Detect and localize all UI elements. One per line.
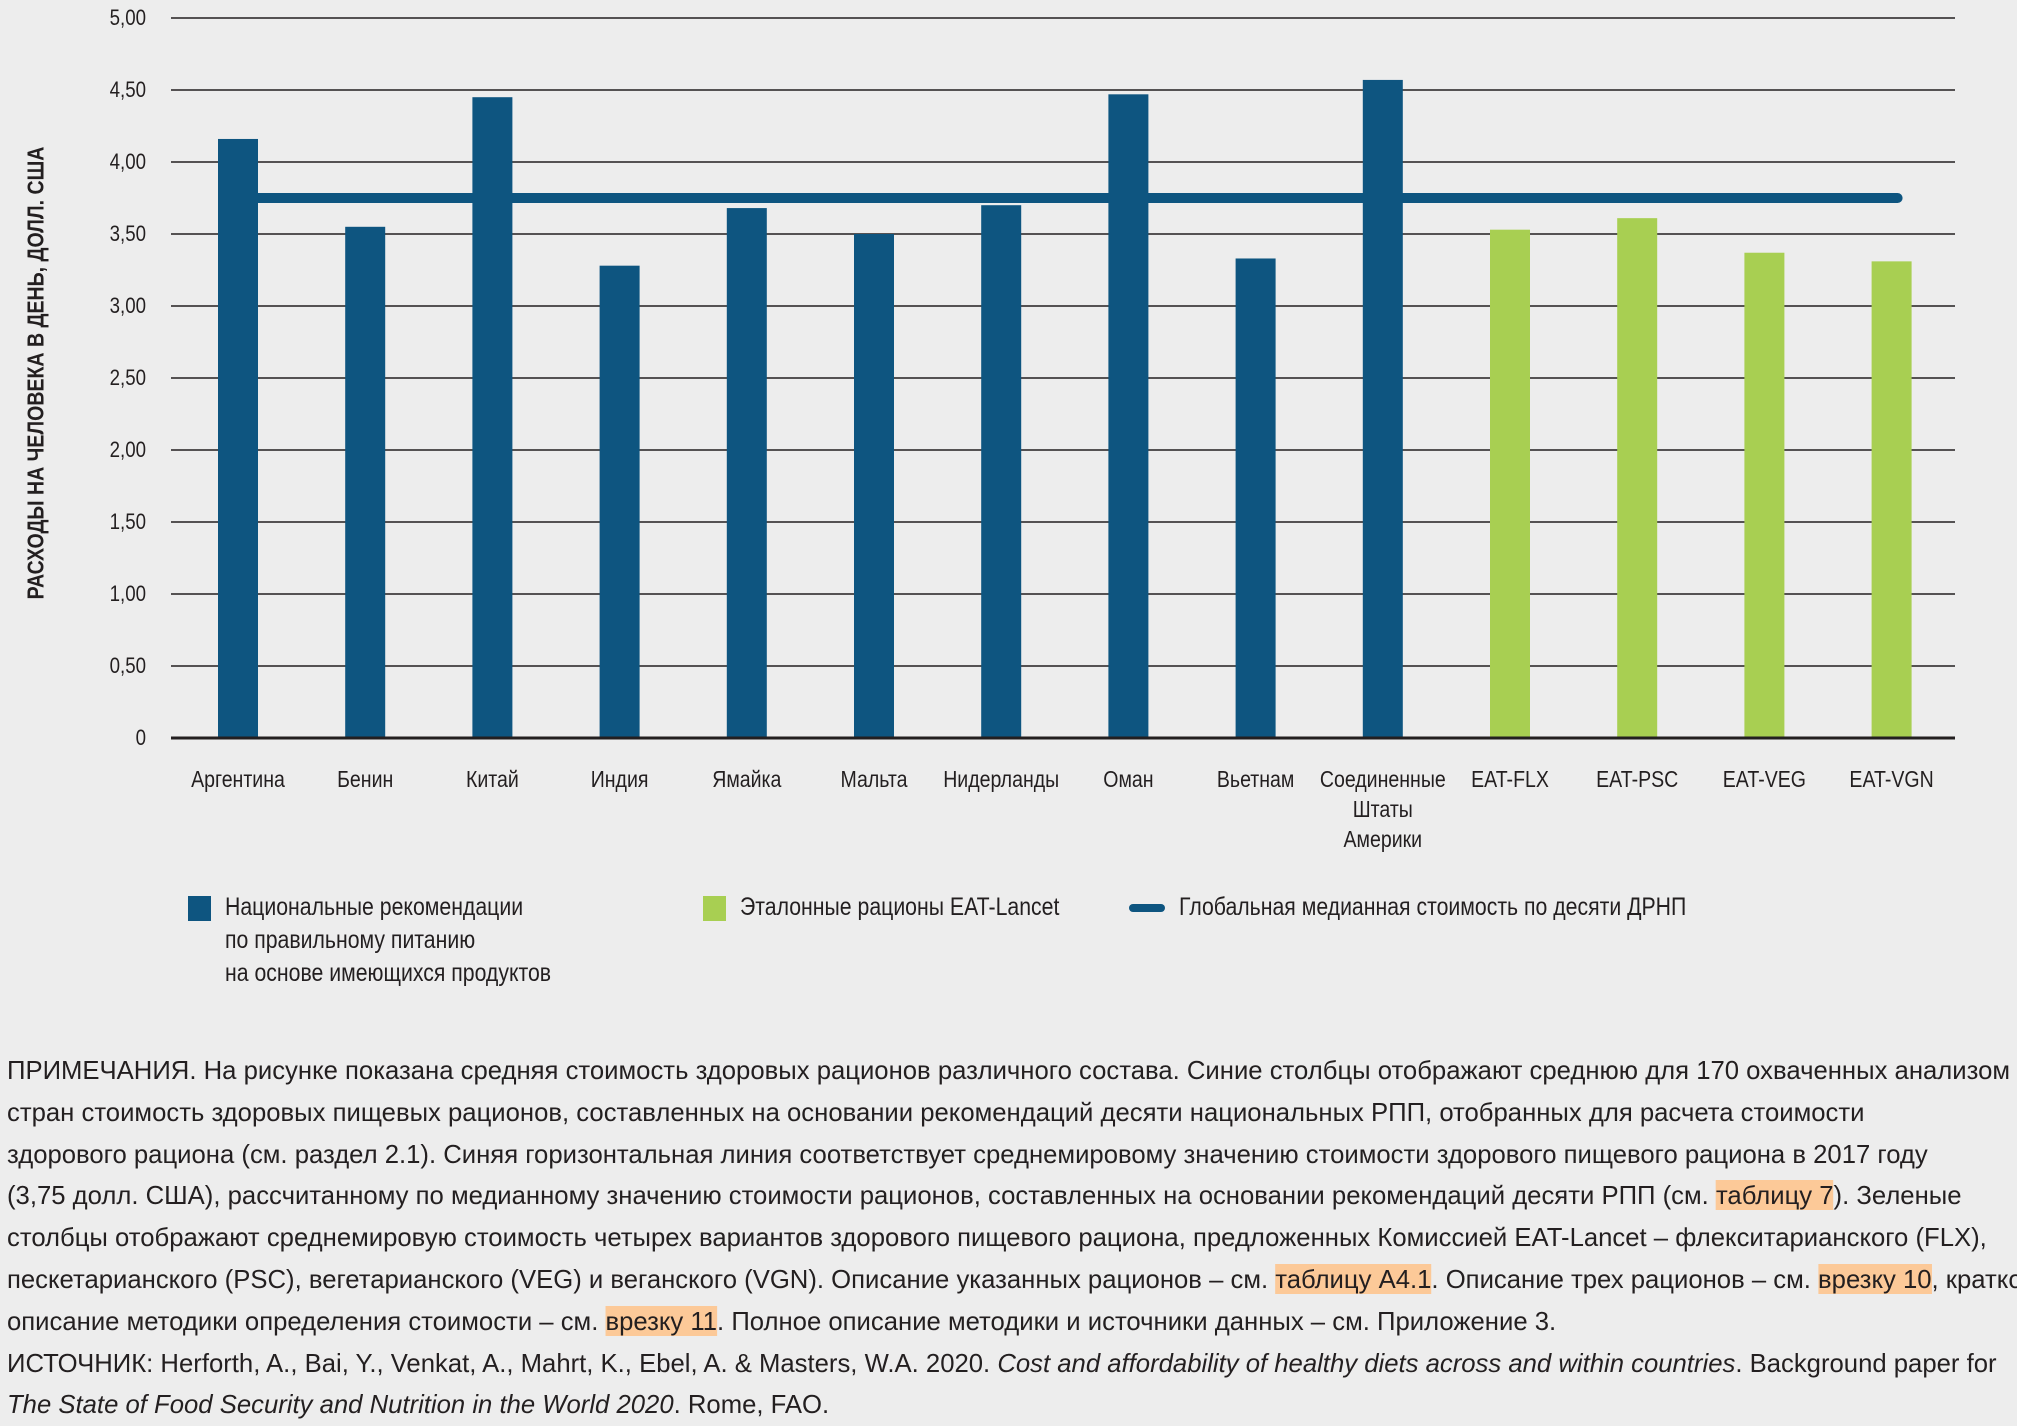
x-tick-label: Ямайка: [712, 767, 781, 793]
x-tick-label: Штаты: [1353, 797, 1413, 823]
note-text: ПРИМЕЧАНИЯ. На рисунке показана средняя …: [7, 1055, 2011, 1085]
y-tick-label: 0,50: [110, 655, 146, 679]
y-tick-label: 2,50: [110, 367, 146, 391]
x-tick-label: EAT-PSC: [1596, 767, 1678, 793]
note-text: описание методики определения стоимости …: [7, 1305, 606, 1336]
bar-chart: 0 0,50 1,00 1,50 2,00 2,50 3,00 3,50 4,00 4,50 5,0…: [110, 7, 1955, 853]
bar: [1235, 258, 1276, 738]
cross-reference-link[interactable]: врезку 11: [605, 1305, 718, 1336]
cross-reference-link[interactable]: таблицу 7: [1715, 1180, 1834, 1211]
y-tick-label: 4,00: [110, 151, 146, 175]
notes-block: ПРИМЕЧАНИЯ. На рисунке показана средняя …: [7, 1050, 2017, 1426]
note-line: The State of Food Security and Nutrition…: [7, 1384, 1985, 1426]
legend-swatch-eat: [703, 896, 726, 921]
bar: [218, 138, 258, 738]
x-tick-label: Оман: [1103, 767, 1153, 793]
y-tick-label: 3,50: [110, 223, 146, 247]
legend-median: Глобальная медианная стоимость по десяти…: [1129, 893, 1776, 924]
y-tick-label: 1,50: [110, 511, 146, 535]
x-tick-label: EAT-VGN: [1849, 767, 1933, 793]
legend-eat: Эталонные рационы EAT-Lancet: [703, 893, 1116, 924]
note-text: пескетарианского (PSC), вегетарианского …: [7, 1263, 1276, 1294]
note-text: . Описание трех рационов – см.: [1431, 1263, 1819, 1294]
y-tick-label: 4,50: [110, 79, 146, 103]
bar: [854, 234, 894, 738]
note-line: ПРИМЕЧАНИЯ. На рисунке показана средняя …: [7, 1050, 2010, 1092]
bar: [1108, 94, 1149, 738]
legend-line: Национальные рекомендации: [225, 893, 524, 921]
bar: [472, 97, 513, 738]
note-text: Cost and affordability of healthy diets …: [997, 1347, 1736, 1378]
x-tick-label: EAT-VEG: [1723, 767, 1806, 793]
y-axis-label: РАСХОДЫ НА ЧЕЛОВЕКА В ДЕНЬ, ДОЛЛ. США: [22, 146, 49, 600]
note-text: . Полное описание методики и источники д…: [717, 1305, 1557, 1336]
note-line: здорового рациона (см. раздел 2.1). Синя…: [7, 1134, 1985, 1176]
legend-label-eat: Эталонные рационы EAT-Lancet: [740, 893, 1060, 921]
x-tick-label: Америки: [1344, 827, 1423, 853]
note-text: (3,75 долл. США), рассчитанному по медиа…: [7, 1180, 1716, 1211]
bar: [726, 208, 767, 738]
x-tick-label: Вьетнам: [1217, 767, 1294, 793]
note-line: ИСТОЧНИК: Herforth, A., Bai, Y., Venkat,…: [7, 1343, 1997, 1385]
x-tick-label: Мальта: [840, 767, 907, 793]
note-line: (3,75 долл. США), рассчитанному по медиа…: [7, 1175, 1985, 1217]
x-tick-label: Нидерланды: [943, 767, 1059, 793]
note-text: The State of Food Security and Nutrition…: [7, 1389, 674, 1420]
note-text: ИСТОЧНИК: Herforth, A., Bai, Y., Venkat,…: [7, 1347, 998, 1378]
cross-reference-link[interactable]: врезку 10: [1818, 1263, 1932, 1294]
x-tick-label: Индия: [591, 767, 649, 793]
y-tick-label: 2,00: [110, 439, 146, 463]
legend-national: Национальные рекомендации по правильному…: [188, 893, 609, 990]
bar: [1617, 218, 1658, 738]
bar: [599, 265, 640, 738]
legend-line: на основе имеющихся продуктов: [225, 959, 552, 987]
legend-label-national: Национальные рекомендации по правильному…: [225, 891, 551, 990]
note-text: столбцы отображают среднемировую стоимос…: [7, 1222, 1987, 1253]
note-line: описание методики определения стоимости …: [7, 1301, 1985, 1343]
bar: [981, 205, 1022, 738]
x-tick-label: Соединенные: [1320, 767, 1446, 793]
bar: [1871, 261, 1912, 738]
y-tick-label: 0: [136, 727, 146, 751]
note-text: . Background paper for: [1735, 1347, 1997, 1378]
bar: [345, 226, 386, 739]
x-tick-label: Китай: [466, 767, 519, 793]
bar: [1744, 252, 1785, 738]
note-line: пескетарианского (PSC), вегетарианского …: [7, 1259, 2017, 1301]
y-tick-label: 1,00: [110, 583, 146, 607]
legend-swatch-median-line: [1129, 904, 1165, 912]
note-text: ). Зеленые: [1833, 1180, 1962, 1211]
note-text: стран стоимость здоровых пищевых рационо…: [7, 1096, 1865, 1127]
x-tick-label: Бенин: [337, 767, 393, 793]
y-tick-label: 3,00: [110, 295, 146, 319]
note-text: . Rome, FAO.: [673, 1389, 830, 1420]
legend-line: по правильному питанию: [225, 926, 476, 954]
x-tick-label: Аргентина: [191, 767, 285, 793]
cross-reference-link[interactable]: таблицу А4.1: [1275, 1263, 1432, 1294]
x-tick-label: EAT-FLX: [1471, 767, 1549, 793]
bar: [1362, 79, 1403, 739]
bar: [1490, 229, 1530, 738]
legend-label-median: Глобальная медианная стоимость по десяти…: [1179, 893, 1687, 921]
note-text: , краткое: [1931, 1263, 2017, 1294]
note-text: здорового рациона (см. раздел 2.1). Синя…: [7, 1138, 1928, 1169]
y-tick-label: 5,00: [110, 7, 146, 31]
note-line: столбцы отображают среднемировую стоимос…: [7, 1217, 1987, 1259]
legend-swatch-national: [188, 896, 211, 921]
note-line: стран стоимость здоровых пищевых рационо…: [7, 1092, 1985, 1134]
